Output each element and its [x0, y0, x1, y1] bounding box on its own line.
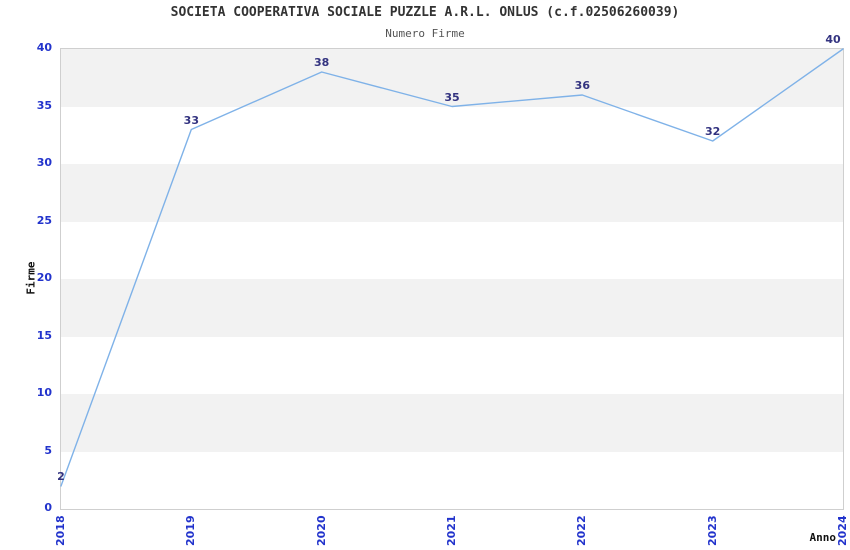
plot-band — [61, 394, 843, 452]
plot-bands — [61, 49, 843, 509]
plot-band — [61, 336, 843, 394]
x-tick-label: 2020 — [314, 515, 328, 546]
plot-band — [61, 164, 843, 222]
line-series — [60, 48, 844, 487]
y-tick-label: 0 — [44, 501, 52, 514]
y-tick-label: 15 — [36, 328, 52, 342]
chart-title: SOCIETA COOPERATIVA SOCIALE PUZZLE A.R.L… — [170, 5, 680, 20]
plot-band — [61, 49, 843, 107]
plot-area: 2 33 38 35 36 32 40 — [57, 33, 844, 510]
plot-band — [61, 106, 843, 164]
x-tick-label: 2018 — [54, 515, 67, 546]
y-tick-label: 35 — [36, 98, 52, 112]
x-tick-label: 2023 — [705, 515, 719, 546]
y-tick-label: 25 — [36, 213, 52, 227]
y-tick-label: 30 — [36, 156, 52, 169]
chart-subtitle: Numero Firme — [385, 27, 465, 40]
y-tick-label: 5 — [44, 443, 52, 457]
x-tick-label: 2021 — [445, 515, 458, 546]
x-tick-label: 2022 — [575, 515, 589, 546]
plot-band — [61, 451, 843, 509]
plot-band — [61, 221, 843, 279]
x-tick-label: 2019 — [184, 515, 198, 546]
data-label: 36 — [574, 79, 590, 92]
data-label: 2 — [57, 470, 65, 483]
data-label: 32 — [705, 125, 721, 138]
data-label: 33 — [183, 113, 199, 127]
y-tick-label: 20 — [36, 271, 52, 284]
y-tick-label: 10 — [36, 386, 52, 399]
data-label: 35 — [444, 90, 460, 104]
x-tick-label: 2024 — [836, 515, 849, 546]
plot-band — [61, 279, 843, 337]
x-axis-title: Anno — [809, 531, 837, 544]
line-series-svg — [60, 48, 844, 487]
y-tick-label: 40 — [36, 41, 52, 54]
data-label: 40 — [825, 33, 841, 46]
data-label: 38 — [314, 56, 330, 69]
